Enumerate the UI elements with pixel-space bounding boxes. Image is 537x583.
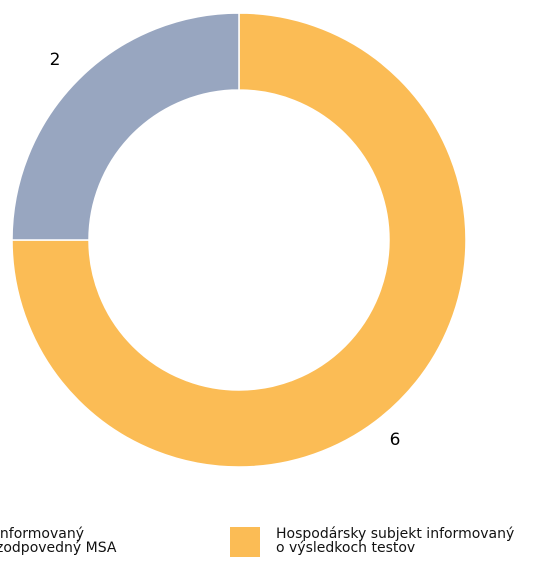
legend-item: informovaný zodpovedný MSA xyxy=(0,527,136,557)
donut-chart: 62 xyxy=(11,12,467,468)
data-label: 6 xyxy=(390,430,401,450)
legend-item: Hospodársky subjekt informovaný o výsled… xyxy=(230,527,526,557)
legend-swatch xyxy=(230,527,260,557)
donut-slice xyxy=(11,12,467,468)
legend-label: informovaný zodpovedný MSA xyxy=(0,526,117,556)
data-label: 2 xyxy=(50,50,61,70)
legend-label: Hospodársky subjekt informovaný o výsled… xyxy=(276,526,515,556)
donut-slice xyxy=(11,12,240,241)
